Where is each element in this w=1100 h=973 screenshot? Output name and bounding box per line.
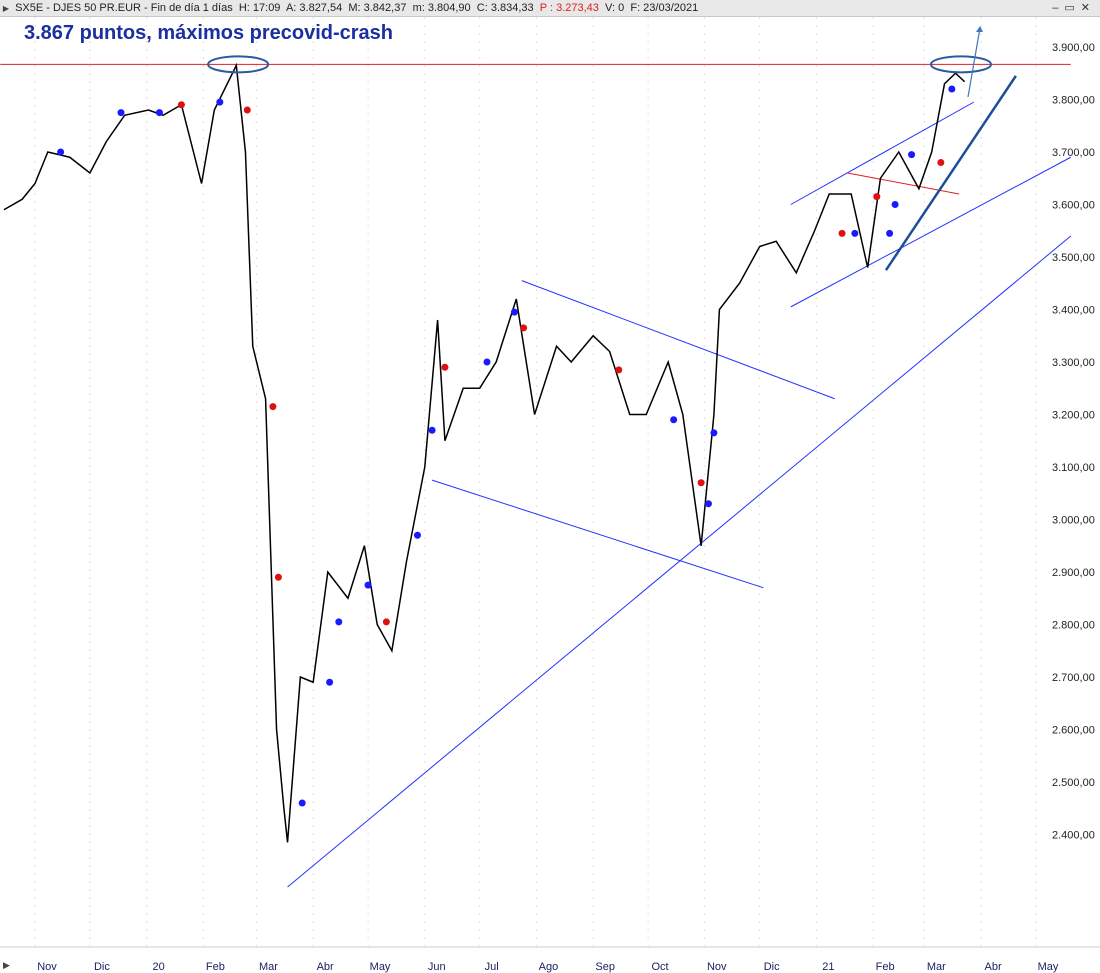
highlight-ellipse <box>929 55 992 74</box>
signal-marker <box>615 366 623 374</box>
x-tick-label: Dic <box>94 961 110 973</box>
signal-marker <box>441 363 449 371</box>
minimize-icon[interactable]: – <box>1052 2 1065 14</box>
signal-marker <box>243 106 251 114</box>
x-tick-label: Abr <box>985 961 1002 973</box>
signal-marker <box>886 229 894 237</box>
y-tick-label: 3.300,00 <box>1052 357 1095 369</box>
signal-marker <box>838 229 846 237</box>
high-value: M: 3.842,37 <box>348 2 407 14</box>
x-tick-label: Mar <box>927 961 946 973</box>
signal-marker <box>57 148 65 156</box>
trendline <box>790 101 975 205</box>
volume-value: V: 0 <box>605 2 625 14</box>
signal-marker <box>216 98 224 106</box>
signal-marker <box>851 229 859 237</box>
signal-marker <box>510 308 518 316</box>
y-tick-label: 3.000,00 <box>1052 515 1095 527</box>
y-tick-label: 2.800,00 <box>1052 620 1095 632</box>
signal-marker <box>413 531 421 539</box>
close-icon[interactable]: ✕ <box>1080 2 1096 14</box>
signal-marker <box>269 403 277 411</box>
signal-marker <box>937 159 945 166</box>
x-tick-label: Nov <box>37 961 57 973</box>
signal-marker <box>326 678 334 686</box>
x-tick-label: Nov <box>707 961 727 973</box>
x-tick-label: Sep <box>595 961 615 973</box>
y-tick-label: 3.800,00 <box>1052 95 1095 107</box>
x-tick-label: May <box>370 961 391 973</box>
open-value: A: 3.827,54 <box>285 2 343 14</box>
signal-marker <box>704 500 712 508</box>
y-tick-label: 2.600,00 <box>1052 725 1095 737</box>
x-tick-label: May <box>1038 961 1059 973</box>
p-value: P : 3.273,43 <box>539 2 599 14</box>
x-tick-label: Feb <box>206 961 225 973</box>
y-tick-label: 3.200,00 <box>1052 410 1095 422</box>
x-tick-label: 20 <box>153 961 165 973</box>
signal-marker <box>428 426 436 434</box>
signal-marker <box>155 109 163 117</box>
x-tick-label: Jun <box>428 961 446 973</box>
y-tick-label: 2.900,00 <box>1052 567 1095 579</box>
signal-marker <box>177 101 185 109</box>
signal-marker <box>697 479 705 487</box>
signal-marker <box>873 193 881 201</box>
x-tick-label: Dic <box>764 961 780 973</box>
trendline <box>790 156 1072 308</box>
scroll-arrow-icon: ▶ <box>3 960 10 970</box>
y-axis-area <box>1040 17 1100 947</box>
time-label: H: 17:09 <box>238 2 281 14</box>
signal-marker <box>891 201 899 208</box>
date-value: F: 23/03/2021 <box>630 2 699 14</box>
signal-marker <box>335 618 343 626</box>
y-tick-label: 2.500,00 <box>1052 777 1095 789</box>
x-tick-label: Oct <box>651 961 668 973</box>
y-tick-label: 2.400,00 <box>1052 830 1095 842</box>
signal-marker <box>274 573 282 581</box>
signal-marker <box>908 151 916 159</box>
chart-header: ▶ SX5E - DJES 50 PR.EUR - Fin de día 1 d… <box>0 0 1100 17</box>
chart-annotation: 3.867 puntos, máximos precovid-crash <box>24 22 394 44</box>
x-tick-label: 21 <box>822 961 834 973</box>
signal-marker <box>298 799 306 807</box>
arrow-head-icon <box>976 26 983 32</box>
y-tick-label: 3.400,00 <box>1052 305 1095 317</box>
y-tick-label: 3.500,00 <box>1052 252 1095 264</box>
signal-marker <box>382 618 390 626</box>
low-value: m: 3.804,90 <box>412 2 471 14</box>
x-tick-label: Mar <box>259 961 278 973</box>
y-tick-label: 3.700,00 <box>1052 147 1095 159</box>
price-series <box>3 62 966 843</box>
y-tick-label: 2.700,00 <box>1052 672 1095 684</box>
signal-marker <box>670 416 678 424</box>
signal-marker <box>117 109 125 117</box>
x-tick-label: Jul <box>485 961 499 973</box>
y-tick-label: 3.600,00 <box>1052 200 1095 212</box>
x-tick-label: Abr <box>317 961 334 973</box>
x-tick-label: Ago <box>539 961 559 973</box>
restore-icon[interactable]: ▭ <box>1064 2 1081 14</box>
x-tick-label: Feb <box>876 961 895 973</box>
signal-marker <box>483 358 491 366</box>
trendline <box>521 280 835 400</box>
trendline <box>431 479 764 589</box>
y-tick-label: 3.900,00 <box>1052 42 1095 54</box>
signal-marker <box>364 581 372 589</box>
y-tick-label: 3.100,00 <box>1052 462 1095 474</box>
signal-marker <box>710 429 718 437</box>
symbol-label: SX5E - DJES 50 PR.EUR - Fin de día 1 día… <box>15 2 233 14</box>
trendline <box>884 75 1017 271</box>
signal-marker <box>520 324 528 332</box>
expand-arrow-icon[interactable]: ▶ <box>2 4 10 13</box>
highlight-ellipse <box>207 55 270 74</box>
breakout-arrow <box>967 27 981 98</box>
trendline <box>287 235 1072 888</box>
close-value: C: 3.834,33 <box>476 2 534 14</box>
signal-marker <box>948 85 956 93</box>
